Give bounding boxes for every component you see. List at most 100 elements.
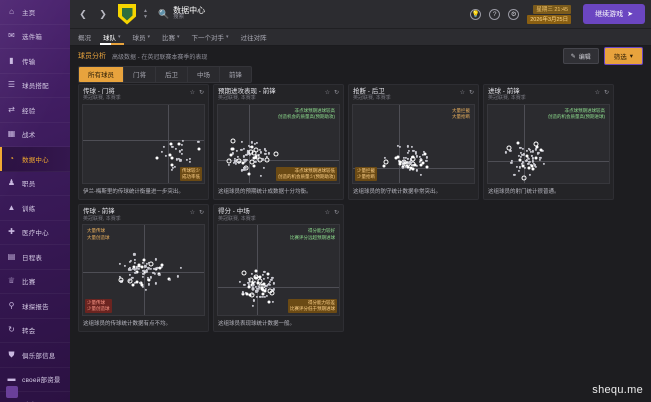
scatter-point[interactable]	[154, 267, 158, 271]
scatter-point[interactable]	[239, 280, 242, 284]
scatter-point[interactable]	[411, 167, 415, 171]
scatter-point[interactable]	[528, 160, 531, 163]
scatter-point[interactable]	[269, 284, 272, 287]
scatter-point[interactable]	[250, 272, 254, 276]
scatter-point[interactable]	[140, 265, 144, 269]
sidebar-item-0[interactable]: ⌂ 主页	[0, 0, 70, 25]
scatter-point[interactable]	[510, 159, 513, 162]
scatter-point[interactable]	[144, 265, 147, 268]
scatter-point[interactable]	[518, 158, 522, 162]
scatter-point[interactable]	[414, 152, 417, 155]
scatter-point[interactable]	[394, 156, 398, 160]
position-tab-3[interactable]: 中场	[188, 66, 220, 82]
scatter-plot[interactable]: 大量拦截 大量抢断 少量拦截 少量抢断	[352, 104, 475, 185]
scatter-point[interactable]	[170, 169, 173, 172]
chart-card-0[interactable]: 传球 - 门将 英冠联赛, 本赛季 ☆ ↻ 传球较少 成功率低 伊兰-梅斯里的传球统计衡量进…	[78, 84, 209, 201]
scatter-point[interactable]	[261, 158, 264, 161]
scatter-point[interactable]	[169, 142, 173, 146]
position-tab-0[interactable]: 所有球员	[79, 66, 124, 82]
nav-tab-4[interactable]: 下一个对手 ▾	[192, 29, 229, 45]
scatter-point[interactable]	[160, 151, 163, 154]
scatter-point[interactable]	[147, 283, 150, 287]
scatter-point[interactable]	[142, 272, 145, 276]
scatter-point[interactable]	[135, 267, 138, 270]
scatter-point[interactable]	[531, 157, 535, 160]
scatter-point[interactable]	[252, 164, 256, 168]
scatter-point[interactable]	[531, 160, 534, 163]
chart-grid-scroll[interactable]: 传球 - 门将 英冠联赛, 本赛季 ☆ ↻ 传球较少 成功率低 伊兰-梅斯里的传球统计衡量进…	[70, 82, 651, 402]
scatter-point[interactable]	[241, 161, 245, 165]
scatter-point[interactable]	[259, 151, 262, 154]
scatter-point[interactable]	[131, 276, 134, 280]
scatter-point[interactable]	[167, 277, 171, 281]
scatter-point[interactable]	[251, 286, 254, 290]
scatter-point[interactable]	[419, 157, 423, 160]
scatter-point[interactable]	[251, 284, 254, 287]
scatter-point[interactable]	[264, 295, 267, 298]
scatter-point[interactable]	[254, 290, 257, 293]
scatter-point[interactable]	[414, 151, 417, 154]
scatter-point[interactable]	[164, 155, 168, 158]
scatter-point[interactable]	[134, 271, 137, 275]
scatter-point[interactable]	[251, 304, 254, 308]
scatter-point[interactable]	[527, 147, 530, 150]
scatter-point[interactable]	[236, 149, 239, 152]
scatter-point[interactable]	[406, 157, 409, 160]
scatter-point[interactable]	[248, 277, 251, 280]
sidebar-item-15[interactable]: ▬ своей部资景	[0, 368, 70, 392]
chevron-left-icon[interactable]: ❮	[79, 8, 87, 19]
scatter-point[interactable]	[407, 145, 410, 148]
scatter-point[interactable]	[270, 278, 273, 282]
scatter-point[interactable]	[254, 143, 257, 146]
edit-button[interactable]: ✎ 编辑	[562, 48, 599, 64]
scatter-point[interactable]	[402, 159, 405, 162]
scatter-point[interactable]	[226, 158, 232, 164]
scatter-point[interactable]	[519, 155, 522, 159]
scatter-point[interactable]	[521, 164, 525, 168]
scatter-point[interactable]	[409, 161, 412, 165]
scatter-point[interactable]	[254, 276, 258, 280]
scatter-point[interactable]	[141, 285, 144, 288]
scatter-point[interactable]	[409, 166, 413, 170]
scatter-point[interactable]	[252, 299, 256, 302]
scatter-point[interactable]	[531, 155, 534, 158]
scatter-point[interactable]	[265, 150, 268, 153]
scatter-point[interactable]	[422, 151, 425, 154]
chart-card-2[interactable]: 抢断 - 后卫 英冠联赛, 本赛季 ☆ ↻ 大量拦截 大量抢断 少量拦截 少量抢断 这组球员的防…	[348, 84, 479, 201]
scatter-point[interactable]	[242, 168, 245, 171]
scatter-point[interactable]	[240, 169, 244, 172]
scatter-point[interactable]	[271, 300, 274, 304]
scatter-point[interactable]	[244, 166, 247, 169]
scatter-point[interactable]	[246, 150, 250, 153]
scatter-point[interactable]	[143, 270, 147, 274]
scatter-point[interactable]	[525, 158, 528, 161]
scatter-point[interactable]	[257, 278, 263, 284]
scatter-point[interactable]	[254, 281, 257, 284]
scatter-point[interactable]	[188, 160, 191, 163]
scatter-point[interactable]	[243, 284, 246, 287]
scatter-point[interactable]	[185, 158, 188, 161]
scatter-point[interactable]	[254, 161, 257, 164]
scatter-point[interactable]	[418, 156, 421, 159]
scatter-point[interactable]	[257, 285, 260, 288]
scatter-point[interactable]	[241, 292, 245, 296]
scatter-point[interactable]	[133, 281, 137, 284]
scatter-point[interactable]	[147, 278, 151, 282]
scatter-point[interactable]	[250, 145, 254, 149]
scatter-point[interactable]	[142, 269, 145, 272]
scatter-point[interactable]	[266, 283, 269, 286]
scatter-point[interactable]	[265, 155, 269, 158]
scatter-point[interactable]	[519, 151, 523, 154]
scatter-point[interactable]	[517, 155, 520, 158]
scatter-point[interactable]	[527, 163, 530, 166]
scatter-point[interactable]	[163, 145, 166, 149]
scatter-point[interactable]	[423, 152, 427, 156]
scatter-point[interactable]	[403, 157, 406, 160]
scatter-point[interactable]	[133, 253, 136, 256]
scatter-point[interactable]	[243, 147, 246, 150]
scatter-point[interactable]	[534, 156, 538, 160]
scatter-point[interactable]	[518, 169, 521, 172]
scatter-point[interactable]	[383, 159, 389, 165]
sidebar-item-6[interactable]: ◔ 数据中心	[0, 147, 70, 172]
scatter-point[interactable]	[521, 154, 524, 157]
